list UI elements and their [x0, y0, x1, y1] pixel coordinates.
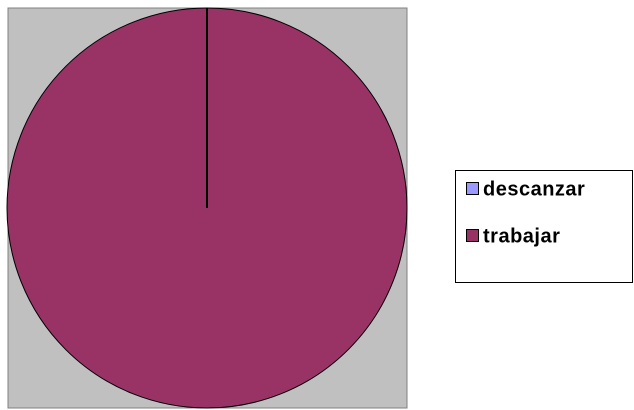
legend-box [455, 170, 633, 283]
legend-swatch [466, 182, 479, 195]
legend-label: descanzar [483, 178, 585, 200]
legend-label: trabajar [483, 225, 560, 247]
legend-swatch [466, 229, 479, 242]
